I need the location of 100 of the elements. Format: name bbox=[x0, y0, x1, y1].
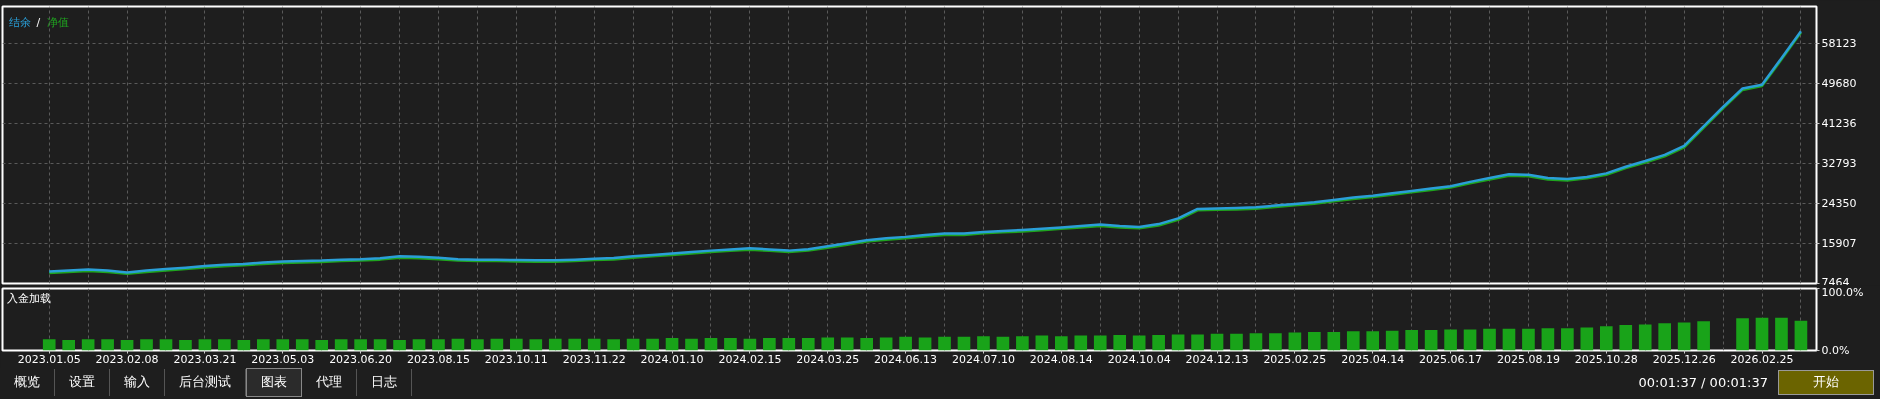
bar bbox=[1599, 326, 1613, 351]
bar bbox=[1210, 333, 1224, 351]
bar bbox=[587, 338, 601, 351]
chart-title: 入金加载 bbox=[6, 291, 51, 305]
bar bbox=[1483, 328, 1496, 351]
text: 概览 bbox=[0, 369, 55, 396]
bar bbox=[256, 339, 270, 351]
bar bbox=[1697, 321, 1710, 351]
text: 设置 bbox=[55, 369, 110, 396]
bar bbox=[1308, 331, 1321, 351]
text: 00:01:37 / 00:01:37 bbox=[1638, 374, 1768, 392]
bar bbox=[1152, 335, 1165, 351]
x-tick-label: 2024.03.25 bbox=[796, 352, 860, 366]
y-tick-label: 58123 bbox=[1821, 37, 1857, 51]
x-tick-label: 2023.03.21 bbox=[173, 352, 237, 366]
y-tick-label: 0.0% bbox=[1821, 344, 1850, 357]
bar bbox=[1561, 328, 1574, 351]
bar bbox=[1385, 330, 1399, 351]
bar bbox=[782, 338, 796, 351]
bar bbox=[1677, 322, 1691, 351]
bar bbox=[432, 339, 445, 351]
bar bbox=[276, 339, 290, 351]
bar bbox=[918, 337, 932, 351]
bar bbox=[354, 339, 367, 351]
bar bbox=[763, 338, 776, 351]
bar bbox=[1736, 318, 1749, 351]
bar bbox=[471, 339, 484, 351]
x-tick-label: 2023.10.11 bbox=[484, 352, 548, 366]
bar bbox=[1327, 331, 1341, 351]
bar bbox=[1405, 330, 1418, 351]
bar bbox=[218, 339, 231, 351]
bar bbox=[1366, 331, 1380, 351]
bar bbox=[315, 339, 329, 351]
bar bbox=[42, 339, 56, 351]
bar bbox=[1346, 331, 1360, 351]
x-tick-label: 2025.08.19 bbox=[1496, 352, 1560, 366]
bar bbox=[1444, 329, 1457, 351]
bar bbox=[81, 339, 95, 351]
text: 日志 bbox=[357, 369, 412, 396]
bar bbox=[295, 339, 309, 351]
bar bbox=[704, 338, 718, 351]
bar bbox=[1755, 317, 1769, 351]
bar bbox=[568, 338, 582, 351]
bar bbox=[120, 339, 134, 351]
x-tick-label: 2023.11.22 bbox=[562, 352, 626, 366]
text: 图表 bbox=[246, 368, 302, 397]
bar bbox=[1775, 317, 1788, 351]
bar bbox=[1463, 329, 1477, 351]
bar bbox=[646, 338, 659, 351]
bar bbox=[840, 337, 854, 351]
bar bbox=[879, 337, 893, 351]
bar bbox=[1016, 336, 1029, 351]
bar bbox=[1619, 325, 1633, 351]
bar bbox=[1074, 335, 1088, 351]
bar bbox=[1522, 328, 1535, 351]
bar bbox=[140, 339, 153, 351]
y-tick-label: 41236 bbox=[1821, 117, 1857, 131]
x-tick-label: 2023.06.20 bbox=[329, 352, 393, 366]
bar bbox=[607, 339, 620, 351]
text: 净值 bbox=[46, 15, 69, 29]
bar bbox=[801, 338, 815, 351]
bar bbox=[334, 339, 348, 351]
text: 代理 bbox=[302, 369, 357, 396]
x-tick-label: 2023.08.15 bbox=[406, 352, 470, 366]
bar bbox=[996, 336, 1010, 351]
bar bbox=[1054, 336, 1068, 351]
x-tick-label: 2023.02.08 bbox=[95, 352, 159, 366]
bar bbox=[1230, 333, 1243, 351]
bar bbox=[899, 336, 912, 351]
text: 开始 bbox=[1778, 370, 1874, 395]
text: 结余 bbox=[8, 15, 31, 29]
x-tick-label: 2024.12.13 bbox=[1185, 352, 1249, 366]
bar bbox=[237, 339, 251, 351]
bar bbox=[938, 336, 951, 351]
bar bbox=[1580, 327, 1594, 351]
bar bbox=[529, 339, 543, 351]
bar bbox=[665, 338, 679, 351]
bar bbox=[373, 339, 387, 351]
x-tick-label: 2024.10.04 bbox=[1107, 352, 1171, 366]
bar bbox=[1191, 334, 1204, 351]
y-tick-label: 49680 bbox=[1821, 77, 1857, 91]
text: 后台测试 bbox=[165, 369, 246, 396]
text: 输入 bbox=[110, 369, 165, 396]
bar bbox=[1249, 333, 1263, 351]
bar bbox=[510, 338, 523, 351]
x-tick-label: 2024.06.13 bbox=[874, 352, 938, 366]
x-tick-label: 2024.07.10 bbox=[951, 352, 1015, 366]
bar bbox=[821, 337, 835, 351]
x-tick-label: 2026.02.25 bbox=[1730, 352, 1794, 366]
bar bbox=[1288, 332, 1302, 351]
bar bbox=[977, 336, 990, 351]
bar bbox=[548, 338, 562, 351]
bar bbox=[1093, 335, 1107, 351]
bar bbox=[860, 338, 874, 351]
x-tick-label: 2025.06.17 bbox=[1419, 352, 1483, 366]
bar bbox=[724, 338, 737, 351]
x-tick-label: 2023.01.05 bbox=[17, 352, 81, 366]
bar bbox=[1113, 335, 1127, 351]
annotation: / bbox=[36, 15, 41, 29]
bar bbox=[101, 339, 114, 351]
